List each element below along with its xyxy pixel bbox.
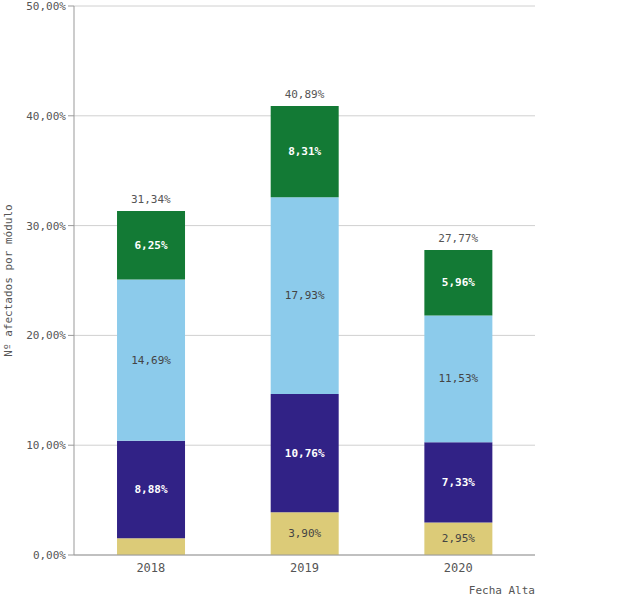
svg-text:8,88%: 8,88%	[134, 483, 167, 496]
svg-text:6,25%: 6,25%	[134, 239, 167, 252]
svg-text:2020: 2020	[444, 561, 473, 575]
svg-text:27,77%: 27,77%	[438, 232, 478, 245]
svg-text:0,00%: 0,00%	[33, 549, 66, 562]
svg-text:17,93%: 17,93%	[285, 289, 325, 302]
svg-text:50,00%: 50,00%	[26, 0, 66, 13]
svg-text:40,00%: 40,00%	[26, 110, 66, 123]
svg-text:Fecha_Alta: Fecha_Alta	[469, 584, 535, 594]
svg-text:14,69%: 14,69%	[131, 354, 171, 367]
svg-text:2018: 2018	[136, 561, 165, 575]
svg-text:7,33%: 7,33%	[442, 476, 475, 489]
svg-text:40,89%: 40,89%	[285, 88, 325, 101]
svg-text:Nº afectados por módulo: Nº afectados por módulo	[8, 204, 15, 356]
svg-text:30,00%: 30,00%	[26, 220, 66, 233]
svg-text:11,53%: 11,53%	[438, 372, 478, 385]
svg-text:20,00%: 20,00%	[26, 329, 66, 342]
svg-text:3,90%: 3,90%	[288, 527, 321, 540]
svg-text:31,34%: 31,34%	[131, 193, 171, 206]
svg-text:5,96%: 5,96%	[442, 276, 475, 289]
svg-text:10,00%: 10,00%	[26, 439, 66, 452]
svg-text:2,95%: 2,95%	[442, 532, 475, 545]
svg-text:2019: 2019	[290, 561, 319, 575]
svg-text:10,76%: 10,76%	[285, 447, 325, 460]
svg-text:8,31%: 8,31%	[288, 145, 321, 158]
